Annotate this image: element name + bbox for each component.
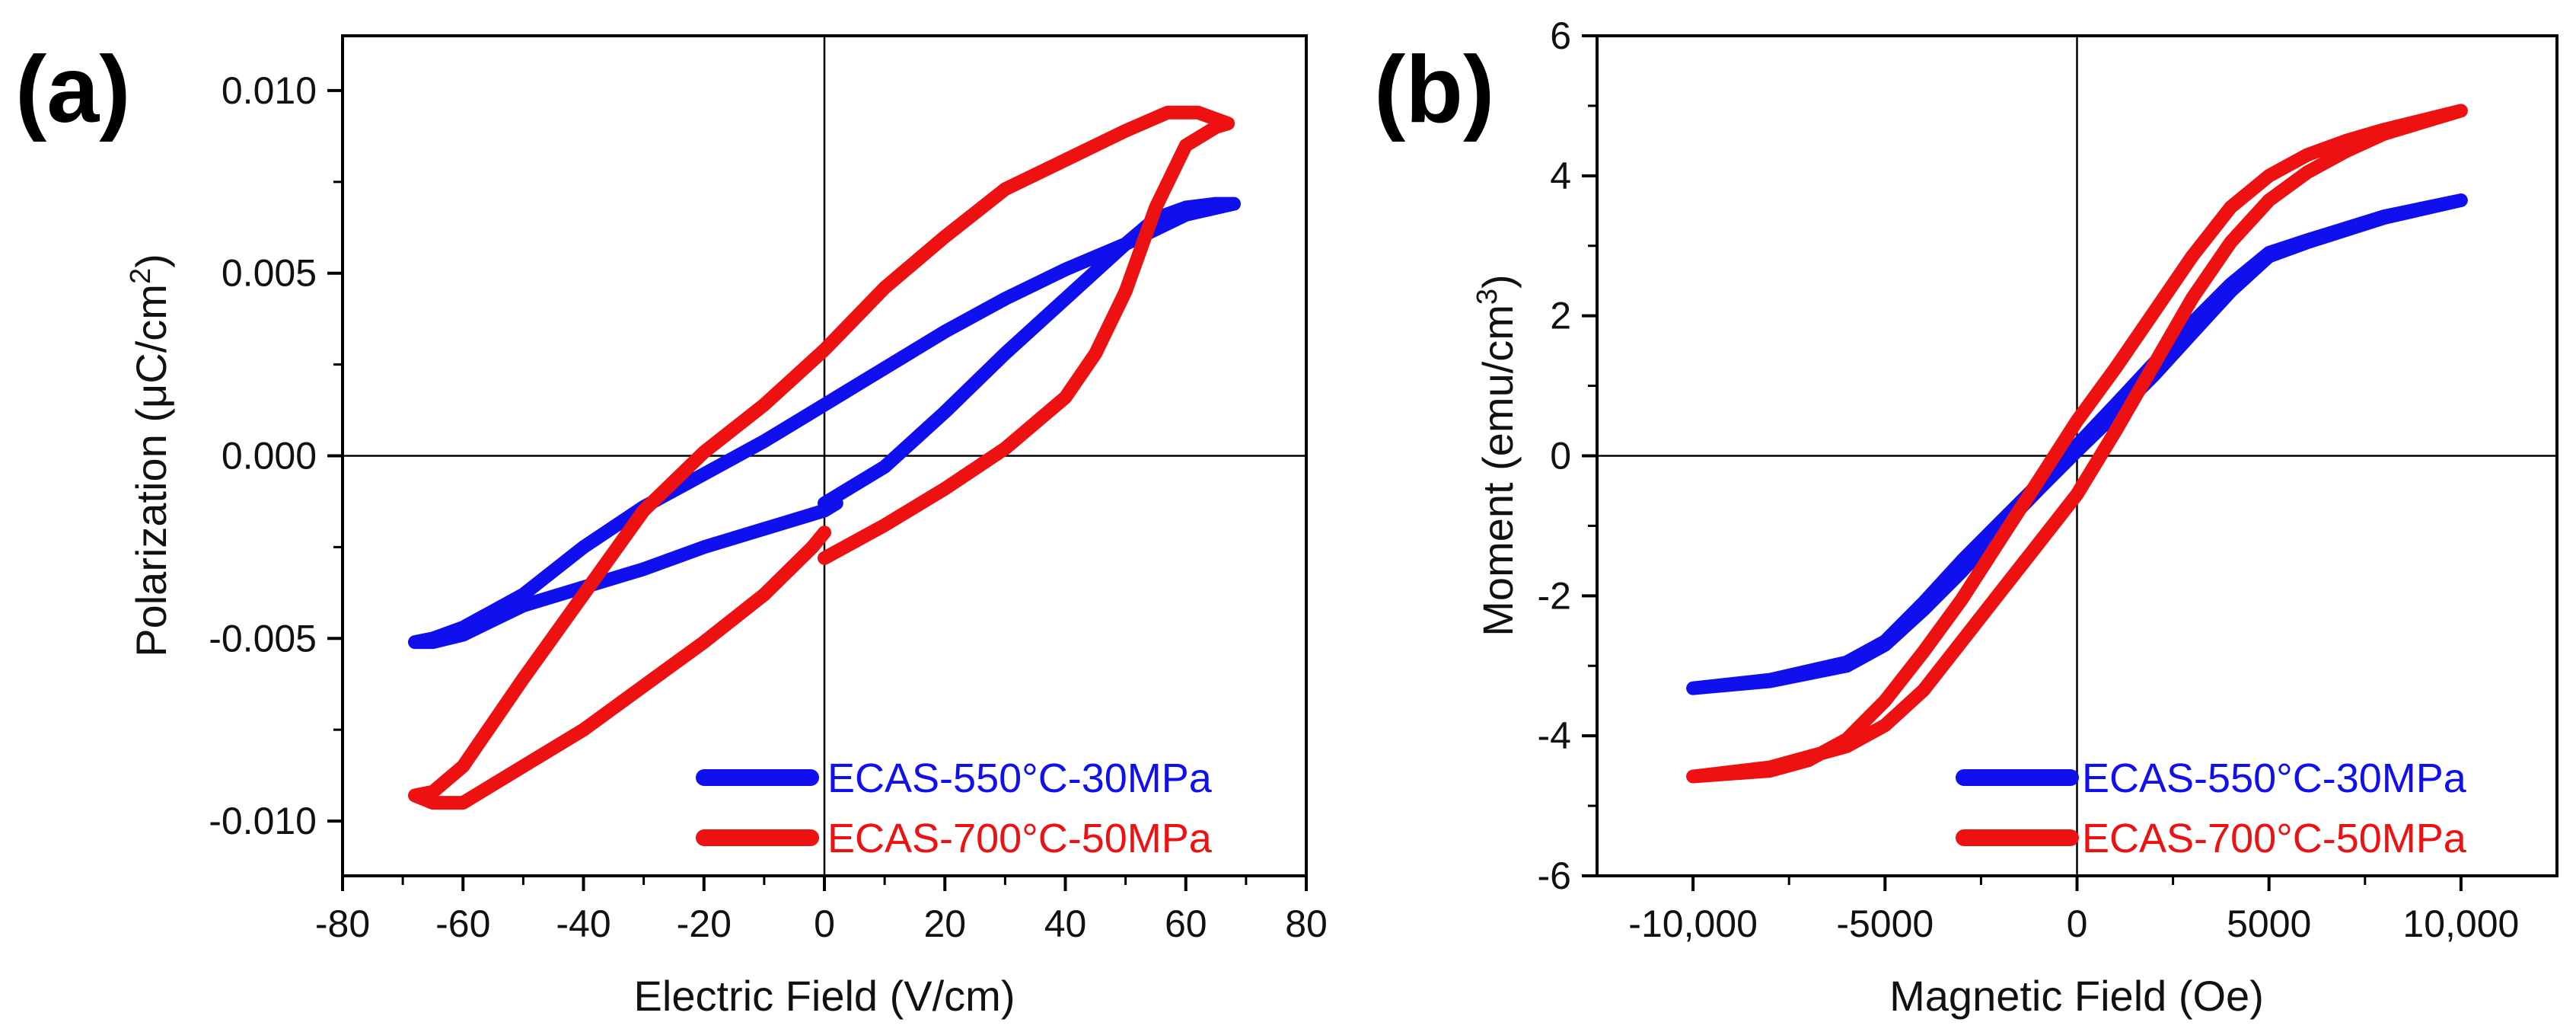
curves-b (1686, 104, 2468, 784)
y-tick-label-b: -6 (1538, 855, 1571, 897)
x-tick-label-a: 20 (923, 902, 966, 945)
panel-label-b: (b) (1374, 37, 1494, 142)
legend-label-550-a: ECAS-550°C-30MPa (827, 755, 1213, 801)
y-axis-a: -0.010 -0.005 0.000 0.005 0.010 (209, 69, 343, 842)
series-line-a-1 (408, 105, 1235, 810)
legend-label-700-b: ECAS-700°C-50MPa (2082, 816, 2467, 861)
y-tick-label-a: 0.005 (222, 252, 317, 295)
x-tick-label-a: -60 (435, 902, 490, 945)
legend-b: ECAS-550°C-30MPa ECAS-700°C-50MPa (1956, 755, 2467, 861)
y-tick-label-b: -2 (1538, 574, 1571, 617)
x-axis-b: -10,000 -5000 0 5000 10,000 (1628, 876, 2519, 945)
legend-a: ECAS-550°C-30MPa ECAS-700°C-50MPa (696, 755, 1213, 861)
y-tick-label-b: 0 (1550, 435, 1571, 478)
x-tick-label-a: -80 (315, 902, 370, 945)
x-tick-label-b: -5000 (1836, 902, 1934, 945)
panel-label-a: (a) (15, 37, 131, 142)
x-axis-title-b: Magnetic Field (Oe) (1889, 972, 2264, 1020)
y-axis-b: -6 -4 -2 0 2 4 6 (1538, 14, 1597, 897)
y-tick-label-b: -4 (1538, 714, 1571, 757)
x-tick-label-b: 5000 (2227, 902, 2311, 945)
panel-b: (b) -10,000 -5000 0 5000 10,000 -6 -4 -2 0 2 4 6 M… (1374, 14, 2558, 1020)
panel-a: (a) -80 -60 -40 -20 0 20 40 60 80 -0.010 -0.005 0.… (15, 34, 1328, 1020)
y-tick-label-a: -0.005 (209, 617, 317, 660)
x-tick-label-b: -10,000 (1628, 902, 1758, 945)
x-axis-title-a: Electric Field (V/cm) (634, 972, 1015, 1020)
y-tick-label-b: 4 (1550, 155, 1571, 197)
x-tick-label-a: 80 (1285, 902, 1328, 945)
legend-label-700-a: ECAS-700°C-50MPa (827, 816, 1213, 861)
series-line-b-1 (1686, 104, 2468, 784)
x-axis-a: -80 -60 -40 -20 0 20 40 60 80 (315, 876, 1328, 945)
y-axis-title-b: Moment (emu/cm3) (1471, 274, 1522, 636)
x-tick-label-a: 60 (1165, 902, 1207, 945)
x-tick-label-a: 0 (814, 902, 835, 945)
curves-a (408, 105, 1241, 810)
y-tick-label-b: 6 (1550, 14, 1571, 57)
y-axis-title-a: Polarization (μC/cm2) (125, 254, 175, 657)
x-tick-label-b: 0 (2067, 902, 2088, 945)
x-tick-label-a: -40 (556, 902, 611, 945)
series-line-b-0 (1686, 193, 2468, 695)
y-tick-label-a: 0.000 (222, 435, 317, 478)
x-tick-label-a: 40 (1044, 902, 1087, 945)
y-tick-label-a: 0.010 (222, 69, 317, 112)
y-tick-label-b: 2 (1550, 295, 1571, 337)
x-tick-label-b: 10,000 (2402, 902, 2519, 945)
y-tick-label-a: -0.010 (209, 800, 317, 842)
zero-lines-a (343, 36, 1306, 876)
legend-label-550-b: ECAS-550°C-30MPa (2082, 755, 2467, 801)
x-tick-label-a: -20 (677, 902, 732, 945)
